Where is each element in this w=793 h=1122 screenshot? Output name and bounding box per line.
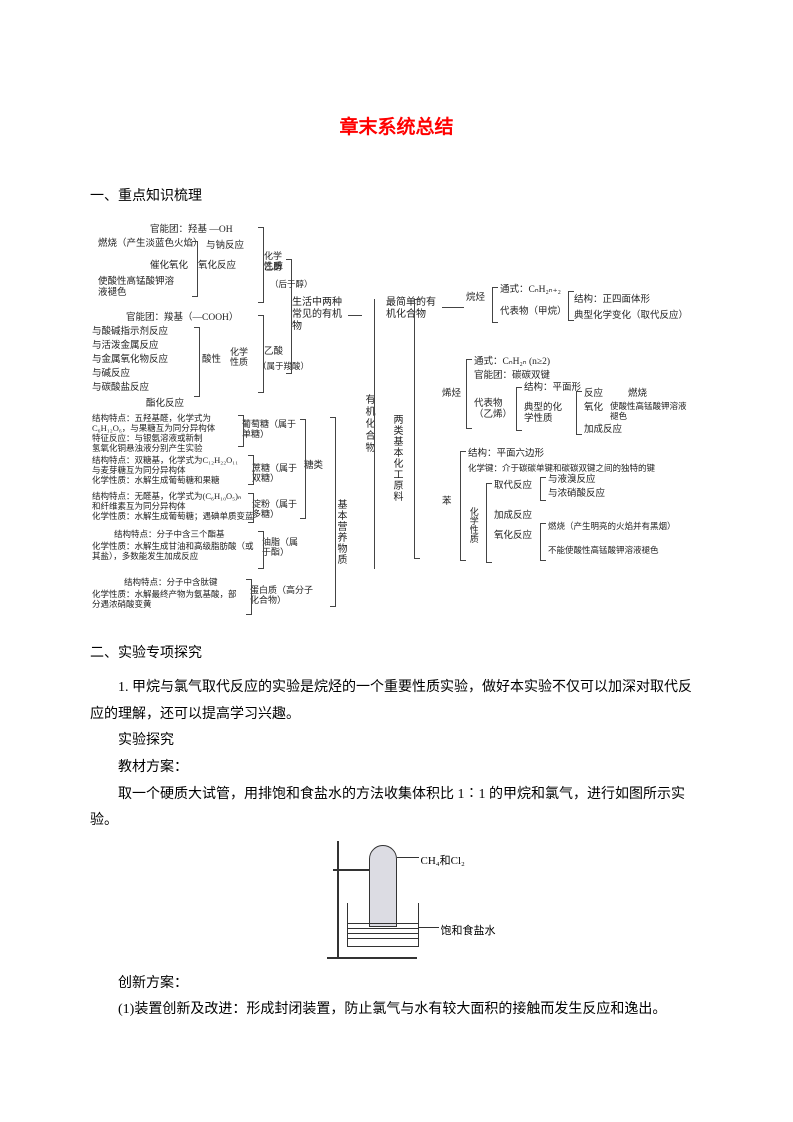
sugar-s1: C₆H₁₂O₆，与果糖互为同分异构体 [92, 423, 215, 433]
benzene-10: 不能使酸性高锰酸钾溶液褪色 [548, 545, 678, 555]
alkane-2: 结构：正四面体形 [574, 295, 650, 306]
fat-node: 油脂（属于酯） [262, 537, 302, 559]
acetic-sub7: 酸性 [202, 355, 221, 366]
sugar-node: 糖类 [304, 461, 323, 472]
alkene-8: 使酸性高锰酸钾溶液褪色 [610, 401, 694, 421]
alkene-6: 燃烧 [628, 389, 647, 400]
benzene-node: 苯 [442, 497, 452, 508]
sugar-s6: 化学性质：水解生成葡萄糖和果糖 [92, 475, 220, 485]
benzene-3: 化学性质 [468, 507, 479, 543]
acetic-sub1: 与酸碱指示剂反应 [92, 327, 168, 338]
alkene-9: 反应 [584, 389, 603, 400]
acetic-sub5: 与碳酸盐反应 [92, 383, 149, 394]
alkane-4: 典型化学变化（取代反应） [574, 311, 688, 322]
protein-1: 结构特点：分子中含肽键 [124, 577, 218, 587]
ethanol-sub4: 燃烧（产生淡蓝色火焰） [98, 239, 203, 250]
ethanol-sub0: 官能团：羟基 —OH [150, 225, 233, 236]
sugar-s8: 和纤维素互为同分异构体 [92, 501, 186, 511]
sugar-s5: 与麦芽糖互为同分异构体 [92, 465, 186, 475]
exp-label2: 饱和食盐水 [441, 921, 496, 942]
acetic-sub4: 与碱反应 [92, 369, 130, 380]
alkane-1: 通式：CₙH₂ₙ₊₂ [500, 285, 561, 296]
sugar-s2: 特征反应：与银氨溶液或新制 [92, 433, 203, 443]
para5: 创新方案： [90, 971, 703, 998]
para4: 取一个硬质大试管，用排饱和食盐水的方法收集体积比 1∶1 的甲烷和氯气，进行如图… [90, 782, 703, 835]
benzene-5: 加成反应 [494, 511, 532, 522]
alkene-7: 氧化 [584, 403, 603, 414]
protein-2: 化学性质：水解最终产物为氨基酸，部分遇浓硝酸变黄 [92, 589, 244, 609]
stand-base [327, 957, 417, 959]
stand-vertical [337, 841, 339, 959]
experiment-diagram: CH₄和Cl₂ 饱和食盐水 [297, 841, 497, 961]
alkene-5: 结构：平面形 [524, 383, 581, 394]
sugar-2: 淀粉（属于多糖） [252, 499, 298, 521]
center-node: 有机化合物 [362, 394, 374, 454]
acetic-node: 乙酸 [264, 347, 283, 358]
alkene-1: 通式：CₙH₂ₙ (n≥2) [474, 357, 550, 368]
ethanol-sub1: 与钠反应 [206, 241, 244, 252]
para3: 教材方案： [90, 755, 703, 782]
section1-head: 一、重点知识梳理 [90, 184, 703, 211]
concept-map-diagram: 有机化合物 生活中两种常见的有机物 乙醇 官能团：羟基 —OH 与钠反应 燃烧（… [90, 219, 700, 629]
para2: 实验探究 [90, 728, 703, 755]
alkane-3: 代表物（甲烷） [500, 307, 567, 318]
sugar-s4: 结构特点：双糖基，化学式为C₁₂H₂₂O₁₁ [92, 455, 238, 465]
water-lines [348, 919, 418, 946]
sugar-0: 葡萄糖（属于单糖） [242, 419, 298, 441]
lead2 [419, 927, 439, 928]
acetic-sub8: 化学性质 [230, 347, 250, 369]
acetic-sub3: 与金属氧化物反应 [92, 355, 168, 366]
benzene-8: 与浓硝酸反应 [548, 489, 605, 500]
sugar-s0: 结构特点：五羟基醛，化学式为 [92, 413, 211, 423]
left-root1: 生活中两种常见的有机物 [292, 297, 348, 333]
sugar-s7: 结构特点：无醛基，化学式为(C₆H₁₀O₅)ₙ [92, 491, 241, 501]
benzene-6: 氧化反应 [494, 531, 532, 542]
benzene-9: 燃烧（产生明亮的火焰并有黑烟） [548, 521, 678, 531]
acetic-sub6: 酯化反应 [146, 399, 184, 410]
ethanol-sub5: 使酸性高锰酸钾溶液褪色 [98, 277, 178, 300]
fat-2: 化学性质：水解生成甘油和高级脂肪酸（或其盐），多数能发生加成反应 [92, 541, 256, 561]
ethanol-sub7: （后于醇） [270, 279, 313, 289]
alkene-node: 烯烃 [442, 389, 461, 400]
ethanol-sub2: 催化氧化 [150, 261, 188, 272]
acetic-sub9: （属于羧酸） [258, 361, 309, 371]
page-title: 章末系统总结 [90, 110, 703, 146]
sugar-s3: 氢氧化铜悬浊液分别产生实验 [92, 443, 203, 453]
stand-clamp [333, 869, 369, 871]
alkene-10: 加成反应 [584, 425, 622, 436]
para6: (1)装置创新及改进：形成封闭装置，防止氯气与水有较大面积的接触而发生反应和逸出… [90, 997, 703, 1024]
acetic-sub0: 官能团：羧基（—COOH） [126, 313, 238, 324]
alkene-2: 官能团：碳碳双键 [474, 371, 550, 382]
sugar-1: 蔗糖（属于双糖） [252, 463, 298, 485]
alkene-4: 典型的化学性质 [524, 403, 570, 426]
benzene-2: 化学键：介于碳碳单键和碳碳双键之间的独特的键 [468, 463, 698, 473]
alkane-node: 烷烃 [466, 293, 485, 304]
fat-1: 结构特点：分子中含三个酯基 [114, 529, 225, 539]
para1: 1. 甲烷与氯气取代反应的实验是烷烃的一个重要性质实验，做好本实验不仅可以加深对… [90, 675, 703, 728]
alkene-3: 代表物（乙烯） [474, 399, 510, 422]
protein-node: 蛋白质（高分子化合物） [250, 585, 318, 607]
right-root: 两类基本化工原料 [390, 414, 402, 502]
ethanol-sub6: 化学性质 [264, 251, 284, 273]
exp-label1: CH₄和Cl₂ [421, 851, 465, 872]
section2-head: 二、实验专项探究 [90, 641, 703, 668]
acetic-sub2: 与活泼金属反应 [92, 341, 159, 352]
sugar-s9: 化学性质：水解生成葡萄糖；遇碘单质变蓝 [92, 511, 254, 521]
ethanol-sub3: 氧化反应 [198, 261, 236, 272]
benzene-4: 取代反应 [494, 481, 532, 492]
benzene-1: 结构：平面六边形 [468, 449, 544, 460]
lead1 [397, 857, 419, 858]
benzene-7: 与液溴反应 [548, 475, 596, 486]
